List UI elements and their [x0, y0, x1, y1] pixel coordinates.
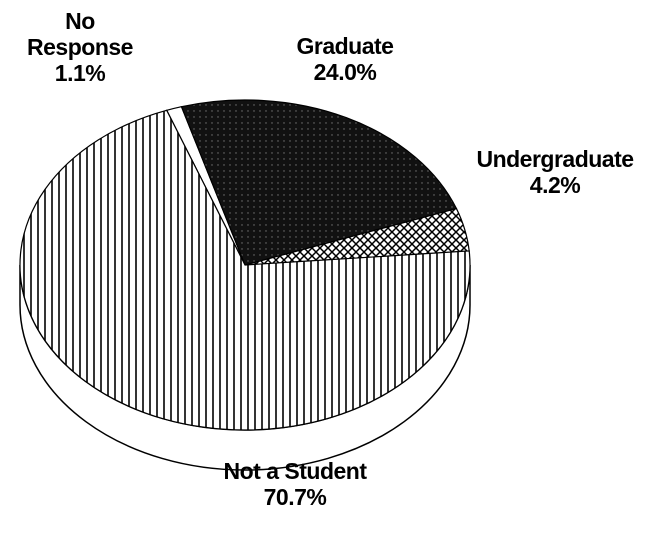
slice-label: Undergraduate 4.2% — [445, 146, 661, 198]
value-label: 1.1% — [54, 60, 106, 86]
value-label: 70.7% — [263, 484, 327, 510]
pie-slice — [19, 109, 471, 431]
slice-label: Graduate 24.0% — [245, 33, 445, 85]
pie-slice — [180, 99, 458, 266]
slice-label: Not a Student 70.7% — [175, 458, 415, 510]
category-label: Undergraduate — [476, 146, 634, 172]
pie — [19, 99, 471, 471]
category-label: Not a Student — [223, 458, 368, 484]
category-label: No Response — [27, 8, 133, 60]
slice-label: No Response 1.1% — [15, 8, 145, 86]
category-label: Graduate — [296, 33, 394, 59]
value-label: 24.0% — [313, 59, 377, 85]
value-label: 4.2% — [529, 172, 581, 198]
